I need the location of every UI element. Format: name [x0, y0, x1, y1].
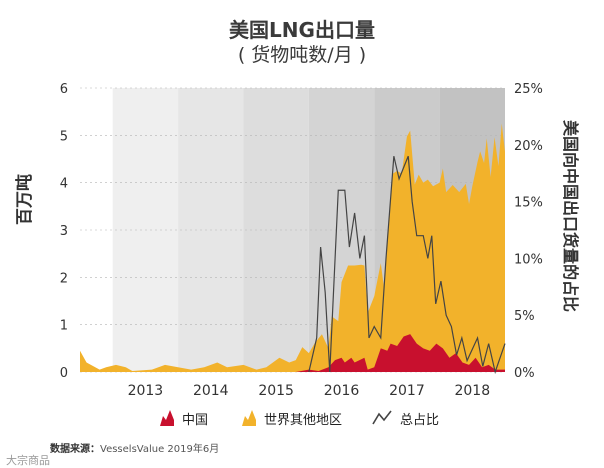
china-area — [80, 334, 505, 372]
china-swatch-icon — [160, 410, 174, 426]
y-left-tick-label: 1 — [60, 319, 68, 334]
x-tick-label: 2018 — [454, 383, 490, 399]
legend-label-china: 中国 — [182, 412, 209, 428]
legend-item-china: 中国 — [160, 406, 208, 430]
chart-subtitle: ( 货物吨数/月 ) — [237, 44, 367, 66]
y-left-tick-label: 2 — [60, 271, 68, 286]
legend-item-share: 总占比 — [372, 406, 439, 430]
data-source-label: 数据来源： — [50, 444, 100, 455]
y-right-tick-label: 20% — [514, 139, 543, 154]
y-right-tick-label: 5% — [514, 309, 535, 324]
data-source-note: 数据来源：VesselsValue 2019年6月 — [50, 440, 219, 455]
rest-of-world-area — [80, 123, 505, 372]
legend-item-rest-of-world: 世界其他地区 — [242, 406, 342, 430]
chart-title: 美国LNG出口量 — [229, 18, 375, 42]
x-tick-label: 2013 — [128, 383, 164, 399]
y-right-tick-label: 0% — [514, 366, 535, 381]
share-line — [308, 155, 506, 375]
share-line-swatch-icon — [372, 410, 392, 426]
watermark: 大宗商品 — [6, 454, 50, 467]
x-tick-label: 2017 — [389, 383, 425, 399]
legend-label-rest-of-world: 世界其他地区 — [264, 412, 343, 428]
x-tick-label: 2014 — [193, 383, 229, 399]
x-tick-label: 2016 — [324, 383, 360, 399]
rest-of-world-swatch-icon — [242, 410, 256, 426]
y-left-tick-label: 0 — [60, 366, 68, 381]
y-right-tick-label: 15% — [514, 196, 543, 211]
legend-label-share: 总占比 — [400, 412, 440, 428]
y-left-tick-label: 5 — [60, 129, 68, 144]
y-left-tick-label: 4 — [60, 177, 68, 192]
y-right-tick-label: 10% — [514, 252, 543, 267]
x-tick-label: 2015 — [258, 383, 294, 399]
y-left-tick-label: 6 — [60, 82, 68, 97]
y-right-tick-label: 25% — [514, 82, 543, 97]
y-axis-left-label: 百万吨 — [15, 174, 35, 225]
y-left-tick-label: 3 — [60, 224, 68, 239]
data-source-text: VesselsValue 2019年6月 — [100, 444, 220, 455]
y-axis-right-label: 美国向中国出口货量的占比 — [561, 120, 580, 313]
